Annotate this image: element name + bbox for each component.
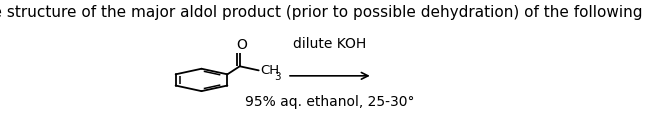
Text: dilute KOH: dilute KOH: [293, 37, 366, 51]
Text: O: O: [236, 38, 247, 52]
Text: CH: CH: [259, 64, 279, 77]
Text: 95% aq. ethanol, 25-30°: 95% aq. ethanol, 25-30°: [245, 95, 415, 109]
Text: 3: 3: [274, 72, 281, 82]
Text: Draw the structure of the major aldol product (prior to possible dehydration) of: Draw the structure of the major aldol pr…: [0, 5, 647, 20]
